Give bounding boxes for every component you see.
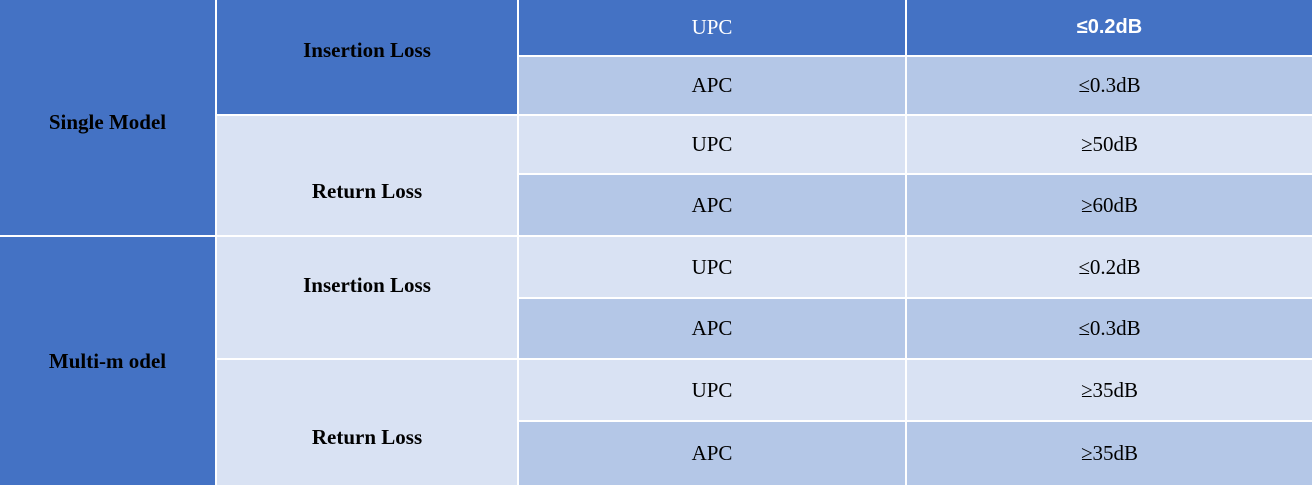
connector-type-cell: APC xyxy=(519,422,905,485)
connector-type-cell: UPC xyxy=(519,116,905,173)
connector-type-cell: UPC xyxy=(519,237,905,297)
connector-type-cell: APC xyxy=(519,299,905,358)
connector-type-cell: UPC xyxy=(519,0,905,55)
value-cell: ≤0.3dB xyxy=(907,299,1312,358)
model-cell-multi: Multi-m odel xyxy=(0,237,215,485)
connector-type-cell: APC xyxy=(519,175,905,235)
metric-cell: Insertion Loss xyxy=(217,237,517,358)
value-cell: ≤0.3dB xyxy=(907,57,1312,114)
value-cell: ≥50dB xyxy=(907,116,1312,173)
metric-cell: Return Loss xyxy=(217,360,517,485)
value-cell: ≥35dB xyxy=(907,422,1312,485)
connector-type-cell: UPC xyxy=(519,360,905,420)
model-cell-single: Single Model xyxy=(0,0,215,235)
value-cell: ≥35dB xyxy=(907,360,1312,420)
metric-cell: Insertion Loss xyxy=(217,0,517,114)
value-cell: ≤0.2dB xyxy=(907,0,1312,55)
connector-type-cell: APC xyxy=(519,57,905,114)
metric-cell: Return Loss xyxy=(217,116,517,235)
value-cell: ≥60dB xyxy=(907,175,1312,235)
value-cell: ≤0.2dB xyxy=(907,237,1312,297)
